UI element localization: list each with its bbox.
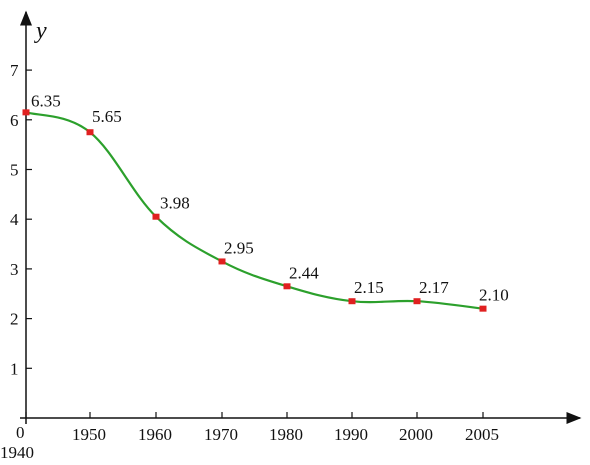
x-tick-label-2000: 2000 — [399, 425, 433, 444]
x-tick-label-1970: 1970 — [204, 425, 238, 444]
y-tick-label-5: 5 — [10, 161, 19, 180]
x-tick-label-1990: 1990 — [334, 425, 368, 444]
data-label-1950: 5.65 — [92, 107, 122, 126]
x-tick-label-1960: 1960 — [138, 425, 172, 444]
y-tick-label-7: 7 — [10, 61, 19, 80]
data-label-1990: 2.15 — [354, 278, 384, 297]
y-tick-label-1: 1 — [10, 359, 19, 378]
series-layer — [22, 109, 487, 312]
data-point-2000 — [413, 298, 421, 305]
data-point-1950 — [86, 129, 94, 136]
labels-layer: 6.35 5.65 3.98 2.95 2.44 2.15 2.17 2.10 — [31, 91, 509, 304]
data-label-1940: 6.35 — [31, 91, 61, 110]
y-tick-label-6: 6 — [10, 111, 19, 130]
data-label-1960: 3.98 — [160, 194, 190, 213]
series-line — [25, 111, 484, 310]
x-tick-label-1950: 1950 — [72, 425, 106, 444]
ticks: 1 2 3 4 5 6 7 0 1950 1960 1970 1980 1990 2000 2005 1940 — [0, 61, 499, 462]
x-origin-year-label: 1940 — [0, 443, 34, 461]
x-tick-label-1980: 1980 — [269, 425, 303, 444]
x-tick-label-1940: 0 — [16, 423, 25, 442]
data-point-1960 — [152, 213, 160, 220]
data-point-1940 — [22, 109, 30, 116]
y-axis-label: y — [34, 18, 47, 44]
y-tick-label-2: 2 — [10, 310, 19, 329]
data-point-1970 — [218, 258, 226, 265]
data-label-2005: 2.10 — [479, 286, 509, 305]
data-point-2005 — [479, 305, 487, 312]
data-label-2000: 2.17 — [419, 278, 449, 297]
y-tick-label-4: 4 — [10, 210, 19, 229]
data-label-1980: 2.44 — [289, 263, 319, 282]
data-point-1980 — [283, 283, 291, 290]
y-tick-label-3: 3 — [10, 260, 19, 279]
data-label-1970: 2.95 — [224, 238, 254, 257]
data-point-1990 — [348, 298, 356, 305]
x-tick-label-2005: 2005 — [465, 425, 499, 444]
axes: y — [20, 10, 582, 424]
